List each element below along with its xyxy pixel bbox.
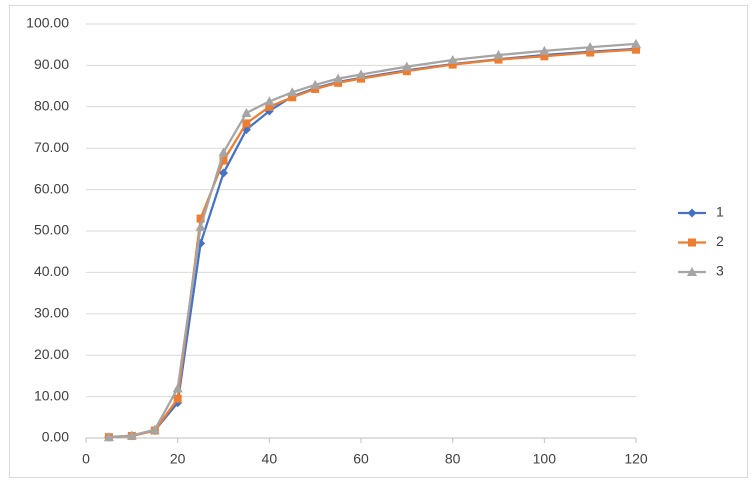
x-tick-label: 40 bbox=[262, 451, 278, 467]
marker bbox=[333, 73, 344, 83]
marker bbox=[149, 424, 160, 434]
marker bbox=[173, 394, 182, 403]
marker bbox=[493, 50, 504, 60]
marker bbox=[632, 45, 640, 54]
marker bbox=[401, 61, 412, 71]
x-tick-label: 120 bbox=[624, 451, 648, 467]
marker bbox=[219, 168, 228, 178]
marker bbox=[585, 42, 596, 52]
marker bbox=[687, 208, 697, 218]
marker bbox=[688, 238, 696, 247]
marker bbox=[103, 432, 114, 442]
legend-label: 2 bbox=[716, 233, 724, 249]
marker bbox=[586, 48, 595, 57]
x-tick-label: 0 bbox=[82, 451, 90, 467]
marker bbox=[310, 79, 321, 89]
chart-frame bbox=[9, 5, 748, 478]
x-tick-label: 80 bbox=[445, 451, 461, 467]
marker bbox=[219, 156, 228, 165]
x-tick-label: 100 bbox=[533, 451, 557, 467]
marker bbox=[311, 84, 320, 93]
y-tick-label: 30.00 bbox=[34, 305, 69, 321]
y-tick-label: 40.00 bbox=[34, 263, 69, 279]
marker bbox=[687, 267, 697, 276]
marker bbox=[196, 214, 205, 223]
y-tick-label: 100.00 bbox=[26, 15, 69, 31]
marker bbox=[402, 67, 411, 76]
marker bbox=[264, 96, 275, 106]
y-tick-label: 50.00 bbox=[34, 222, 69, 238]
marker bbox=[287, 87, 298, 97]
y-tick-label: 90.00 bbox=[34, 56, 69, 72]
y-tick-label: 0.00 bbox=[42, 429, 69, 445]
marker bbox=[631, 38, 641, 48]
y-tick-label: 60.00 bbox=[34, 180, 69, 196]
y-tick-label: 70.00 bbox=[34, 139, 69, 155]
legend-label: 3 bbox=[716, 263, 724, 279]
series-line bbox=[108, 48, 637, 439]
y-tick-label: 10.00 bbox=[34, 387, 69, 403]
marker bbox=[218, 147, 229, 157]
y-tick-label: 80.00 bbox=[34, 98, 69, 114]
marker bbox=[334, 78, 343, 87]
marker bbox=[241, 125, 251, 135]
marker bbox=[357, 74, 365, 83]
marker bbox=[288, 93, 297, 102]
marker bbox=[172, 383, 183, 393]
marker bbox=[447, 55, 458, 65]
marker bbox=[539, 45, 550, 55]
marker bbox=[242, 119, 251, 128]
marker bbox=[265, 102, 274, 111]
marker bbox=[494, 55, 503, 64]
marker bbox=[356, 69, 366, 79]
x-tick-label: 20 bbox=[170, 451, 186, 467]
y-tick-label: 20.00 bbox=[34, 346, 69, 362]
marker bbox=[195, 221, 206, 231]
marker bbox=[241, 108, 252, 118]
x-tick-label: 60 bbox=[353, 451, 369, 467]
marker bbox=[126, 430, 137, 440]
marker bbox=[448, 60, 457, 69]
legend-label: 1 bbox=[716, 204, 724, 220]
marker bbox=[540, 52, 549, 61]
series-line bbox=[108, 42, 637, 439]
